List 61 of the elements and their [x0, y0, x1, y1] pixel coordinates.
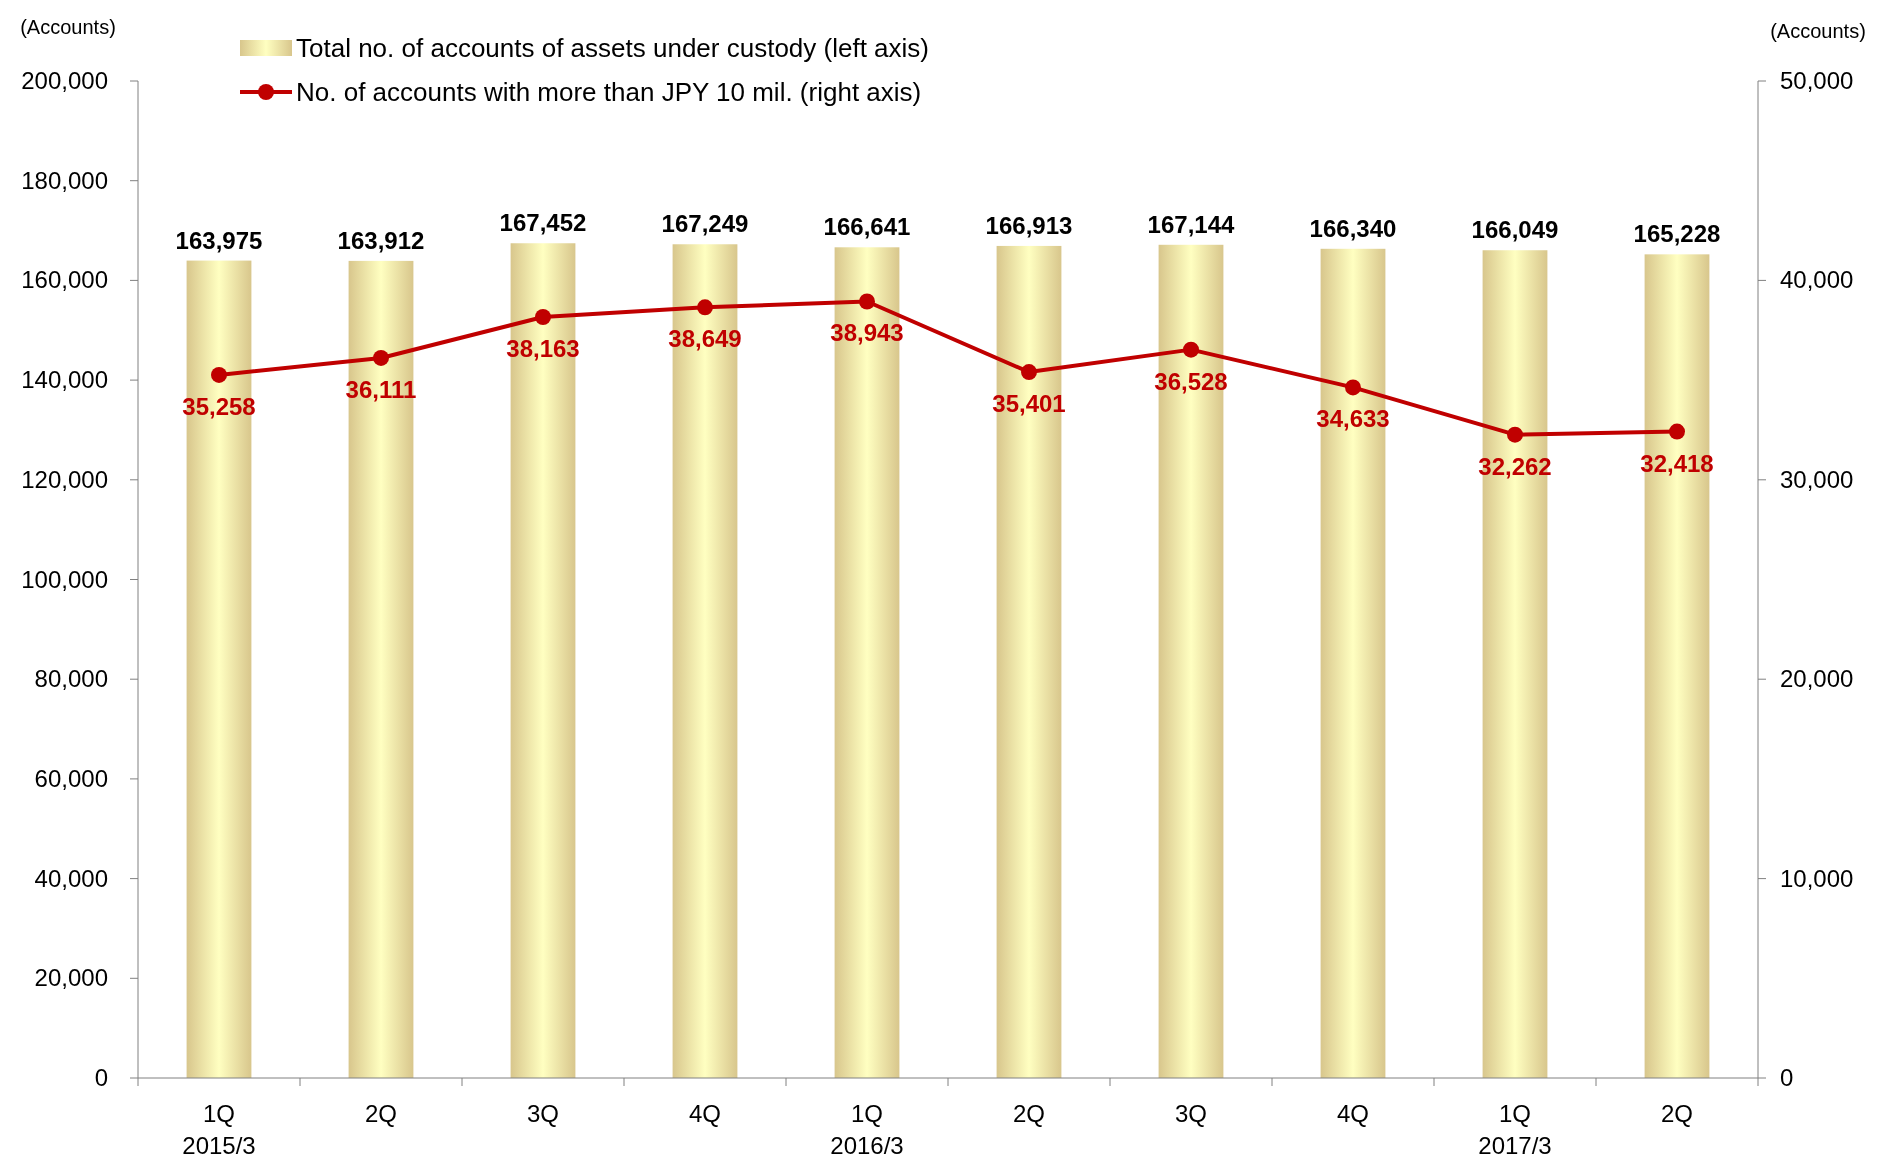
data-label: 163,975: [175, 226, 263, 254]
data-label: 166,913: [985, 211, 1073, 239]
data-label: 36,111: [345, 375, 417, 403]
data-label: 38,943: [830, 319, 904, 347]
data-label: 167,249: [661, 210, 749, 238]
data-label: 167,144: [1147, 210, 1236, 238]
y-tick-label: 0: [94, 1064, 108, 1091]
data-label: 36,528: [1154, 367, 1228, 395]
y2-tick-label: 30,000: [1780, 465, 1854, 493]
point: [859, 293, 875, 310]
data-label: 34,633: [1316, 405, 1390, 433]
x-tick-label: 4Q: [1336, 1100, 1370, 1127]
y2-tick-label: 20,000: [1780, 665, 1854, 693]
point: [1183, 341, 1199, 358]
point: [697, 299, 713, 316]
data-label: 35,258: [182, 392, 256, 420]
y-tick-label: 200,000: [21, 67, 108, 94]
y-tick-label: 20,000: [34, 964, 108, 992]
x-tick-label: 3Q: [1174, 1100, 1208, 1127]
legend-label: Total no. of accounts of assets under custody (left axis): [296, 33, 929, 63]
legend-label: No. of accounts with more than JPY 10 mil. (right axis): [296, 77, 922, 107]
y2-tick-label: 40,000: [1780, 266, 1854, 294]
y-tick-label: 40,000: [34, 864, 108, 892]
point: [1345, 379, 1361, 396]
point: [1669, 423, 1685, 440]
x-tick-label: 2Q: [1012, 1100, 1046, 1127]
y-tick-label: 120,000: [21, 465, 108, 493]
y-tick-label: 60,000: [34, 764, 108, 792]
data-label: 32,418: [1640, 449, 1714, 477]
data-label: 35,401: [992, 390, 1066, 418]
y-tick-label: 100,000: [21, 565, 108, 593]
y-tick-label: 80,000: [34, 665, 108, 693]
x-tick-label: 1Q 2016/3: [830, 1100, 904, 1159]
y2-tick-label: 50,000: [1780, 67, 1854, 94]
point: [373, 349, 389, 366]
y-tick-label: 160,000: [21, 266, 108, 294]
point: [211, 366, 227, 383]
x-tick-label: 1Q 2015/3: [182, 1100, 256, 1159]
data-label: 38,649: [668, 325, 742, 353]
y-tick-label: 140,000: [21, 366, 108, 394]
y2-axis-title: (Accounts): [1770, 20, 1866, 42]
data-label: 166,049: [1471, 216, 1559, 244]
data-label: 166,340: [1309, 214, 1397, 242]
data-label: 167,452: [499, 209, 587, 237]
point: [1021, 364, 1037, 381]
data-label: 163,912: [337, 226, 425, 254]
data-label: 38,163: [506, 335, 580, 363]
point: [535, 309, 551, 326]
x-tick-label: 4Q: [688, 1100, 722, 1127]
y-axis-title: (Accounts): [20, 16, 116, 38]
x-tick-label: 2Q: [1660, 1100, 1694, 1127]
x-tick-label: 3Q: [526, 1100, 560, 1127]
y-tick-label: 180,000: [21, 166, 108, 194]
point: [1507, 426, 1523, 443]
x-tick-label: 2Q: [364, 1100, 398, 1127]
data-label: 165,228: [1633, 220, 1721, 248]
data-label: 32,262: [1478, 452, 1552, 480]
y2-tick-label: 10,000: [1780, 864, 1854, 892]
data-label: 166,641: [823, 213, 911, 241]
y2-tick-label: 0: [1780, 1064, 1794, 1091]
x-tick-label: 1Q 2017/3: [1478, 1100, 1552, 1159]
